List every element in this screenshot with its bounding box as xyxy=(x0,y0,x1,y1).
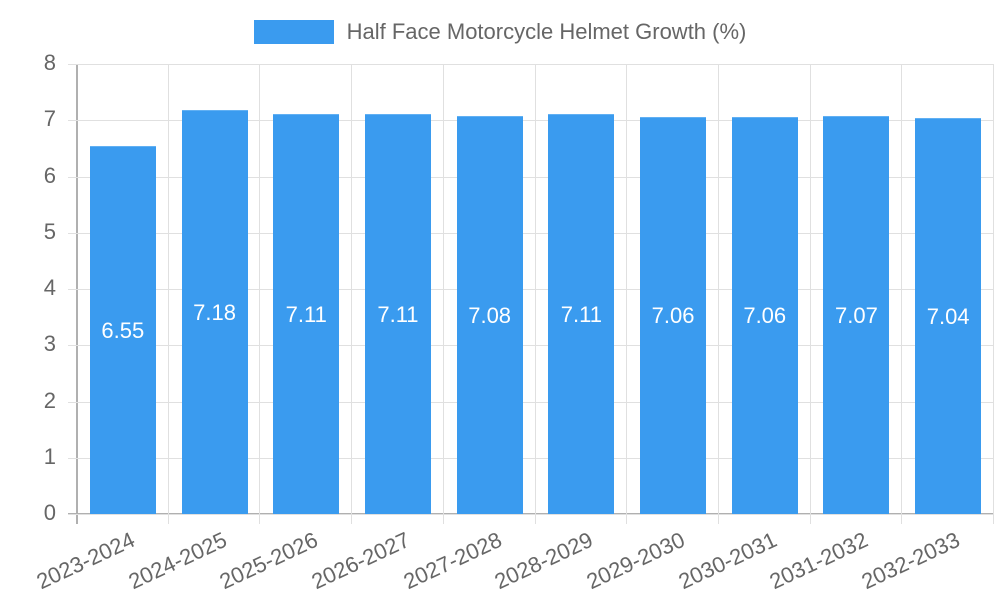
bar-value-label: 7.06 xyxy=(651,303,695,329)
bar[interactable]: 7.04 xyxy=(915,118,982,514)
h-gridline xyxy=(68,514,993,515)
bar[interactable]: 7.11 xyxy=(548,114,615,514)
y-tick-label: 3 xyxy=(43,331,56,357)
h-gridline xyxy=(68,120,993,122)
v-gridline xyxy=(167,64,169,524)
v-gridline xyxy=(442,64,444,524)
bar-value-label: 7.08 xyxy=(468,302,512,328)
bar-value-label: 7.18 xyxy=(193,300,236,326)
plot-area: 6.55 7.18 7.11 7.11 7.08 7.11 7.06 7.06 7.07 7.04 xyxy=(68,64,994,524)
v-gridline xyxy=(626,64,628,524)
bar-value-label: 7.11 xyxy=(377,302,419,328)
bar-value-label: 7.11 xyxy=(560,302,602,328)
v-gridline xyxy=(717,64,719,524)
bar-value-label: 7.07 xyxy=(835,303,878,329)
h-gridline xyxy=(68,176,993,178)
legend-label: Half Face Motorcycle Helmet Growth (%) xyxy=(346,19,747,44)
y-tick-label: 7 xyxy=(43,106,56,132)
legend-swatch xyxy=(253,20,334,44)
h-gridline xyxy=(68,289,993,290)
bar[interactable]: 7.07 xyxy=(823,116,890,514)
y-tick-label: 0 xyxy=(43,500,56,525)
y-tick-label: 2 xyxy=(43,387,56,413)
v-gridline xyxy=(259,64,261,524)
h-gridline xyxy=(68,64,993,65)
bar-value-label: 7.04 xyxy=(926,304,970,329)
bar-value-label: 6.55 xyxy=(101,317,145,343)
bar[interactable]: 7.11 xyxy=(364,114,431,514)
v-gridline xyxy=(351,64,353,524)
bar[interactable]: 7.06 xyxy=(640,116,707,514)
y-tick-label: 4 xyxy=(43,275,56,300)
y-axis-line xyxy=(76,64,78,524)
bar[interactable]: 7.06 xyxy=(731,116,798,514)
y-tick-label: 8 xyxy=(43,50,56,75)
v-gridline xyxy=(534,64,536,524)
h-gridline xyxy=(68,232,993,234)
bar[interactable]: 7.18 xyxy=(181,110,248,514)
y-tick-label: 1 xyxy=(43,443,56,469)
bar-value-label: 7.06 xyxy=(743,303,787,329)
bar[interactable]: 7.11 xyxy=(273,114,340,514)
h-gridline xyxy=(68,401,993,403)
bar-value-label: 7.11 xyxy=(285,302,327,328)
v-gridline xyxy=(901,64,903,524)
bar[interactable]: 7.08 xyxy=(456,115,523,514)
chart-legend[interactable]: Half Face Motorcycle Helmet Growth (%) xyxy=(0,19,1000,45)
h-gridline xyxy=(68,457,993,459)
h-gridline xyxy=(68,345,993,347)
v-gridline xyxy=(993,64,994,524)
v-gridline xyxy=(809,64,811,524)
y-tick-label: 6 xyxy=(43,162,56,188)
bar[interactable]: 6.55 xyxy=(89,145,156,514)
y-tick-label: 5 xyxy=(43,218,56,244)
